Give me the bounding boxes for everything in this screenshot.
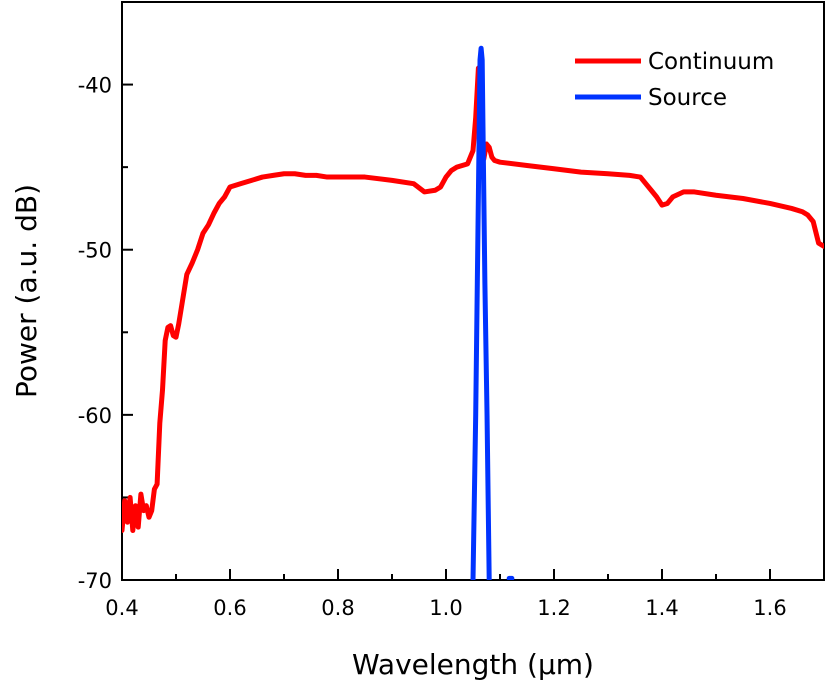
- y-tick-label: -40: [78, 74, 112, 98]
- x-tick-label: 0.4: [105, 596, 138, 620]
- legend-label-continuum: Continuum: [648, 49, 774, 75]
- legend-label-source: Source: [648, 85, 727, 111]
- x-tick-label: 1.2: [537, 596, 570, 620]
- y-axis-title: Power (a.u. dB): [10, 184, 43, 398]
- series-line-source: [470, 45, 492, 580]
- x-axis-title: Wavelength (μm): [352, 648, 594, 681]
- x-axis-ticks: 0.4 0.6 0.8 1.0 1.2 1.4 1.6: [105, 569, 825, 620]
- series-line-continuum: [122, 65, 824, 533]
- series-layer: [122, 45, 824, 580]
- x-tick-label: 1.0: [429, 596, 462, 620]
- legend: Continuum Source: [575, 49, 774, 111]
- y-tick-label: -70: [78, 569, 112, 593]
- y-tick-label: -50: [78, 239, 112, 263]
- y-tick-label: -60: [78, 404, 112, 428]
- x-tick-label: 0.6: [213, 596, 246, 620]
- y-axis-ticks: -70 -60 -50 -40: [78, 1, 133, 593]
- x-tick-label: 0.8: [321, 596, 354, 620]
- x-tick-label: 1.6: [753, 596, 786, 620]
- x-tick-label: 1.4: [645, 596, 678, 620]
